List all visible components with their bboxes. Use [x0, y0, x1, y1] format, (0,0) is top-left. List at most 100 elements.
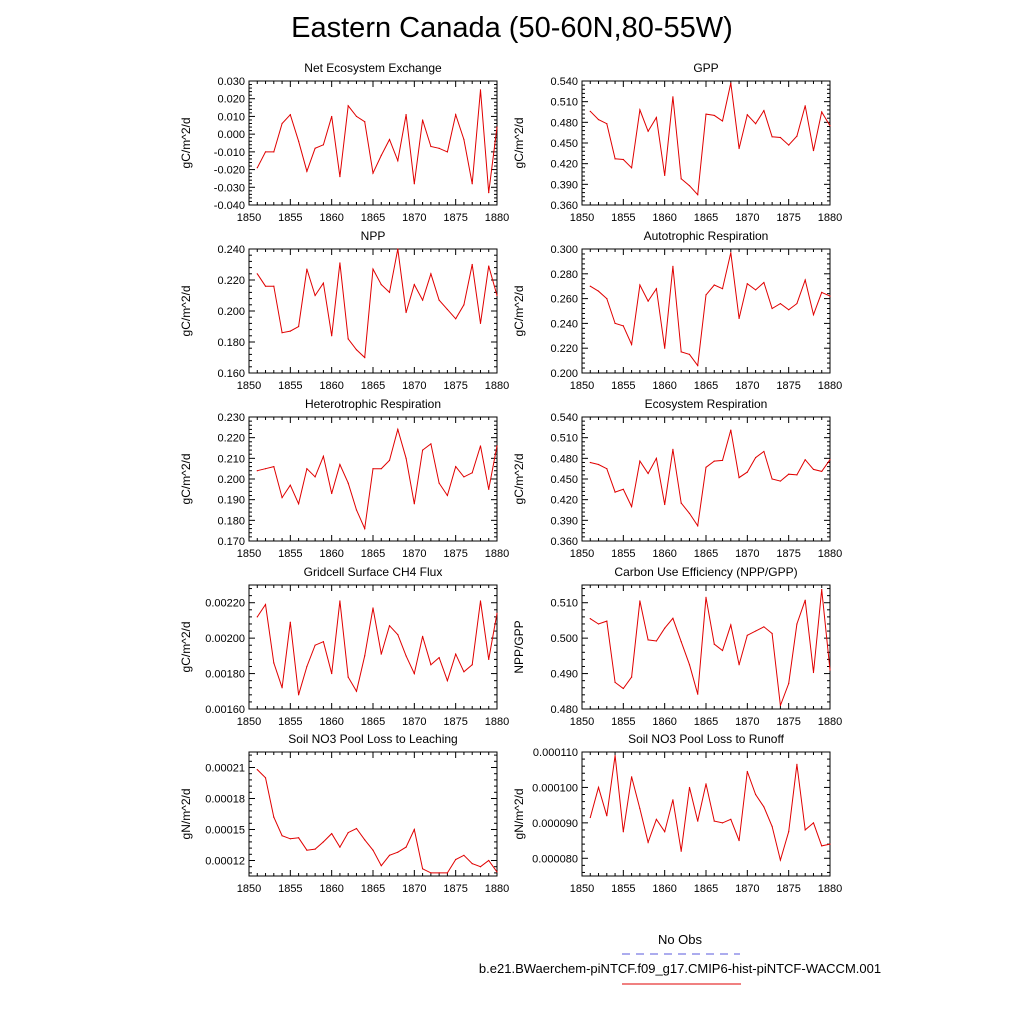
y-tick-label: 0.540 — [550, 412, 578, 424]
data-point — [463, 304, 465, 306]
x-tick-label: 1850 — [570, 548, 594, 560]
y-tick-label: 0.180 — [217, 337, 245, 349]
y-axis-label: gC/m^2/d — [179, 622, 193, 673]
data-point — [388, 138, 391, 141]
data-point — [413, 503, 415, 505]
data-point — [680, 641, 682, 643]
data-point — [804, 279, 806, 281]
data-point — [438, 147, 440, 149]
data-point — [364, 528, 366, 530]
data-point — [771, 632, 773, 635]
data-point — [388, 459, 391, 461]
data-point — [488, 859, 490, 862]
y-tick-label: 0.390 — [550, 515, 578, 527]
data-point — [705, 466, 707, 468]
data-point — [413, 672, 415, 675]
data-point — [606, 123, 608, 125]
data-point — [821, 589, 823, 591]
data-point — [463, 138, 465, 141]
data-point — [804, 459, 806, 461]
series-line — [589, 755, 831, 863]
data-point — [688, 185, 691, 187]
data-point — [463, 476, 465, 478]
y-tick-label: 0.220 — [217, 433, 245, 445]
data-point — [372, 849, 374, 851]
data-point — [655, 818, 658, 820]
data-point — [788, 831, 790, 833]
data-point — [804, 105, 806, 107]
data-point — [488, 192, 490, 194]
data-point — [821, 291, 823, 293]
data-point — [331, 672, 333, 675]
data-point — [339, 463, 341, 466]
data-point — [405, 114, 407, 116]
data-point — [314, 147, 316, 149]
data-point — [779, 859, 782, 861]
y-tick-label: 0.510 — [550, 97, 578, 109]
x-tick-label: 1870 — [735, 716, 759, 728]
legend-obs-label: No Obs — [657, 932, 703, 947]
y-tick-label: 0.260 — [550, 294, 578, 306]
data-point — [812, 314, 815, 316]
data-point — [763, 281, 765, 284]
data-point — [347, 676, 349, 678]
x-tick-label: 1880 — [485, 548, 509, 560]
data-point — [631, 343, 633, 346]
data-point — [738, 147, 740, 150]
data-point — [446, 680, 448, 682]
x-tick-label: 1860 — [652, 883, 676, 895]
data-point — [631, 776, 633, 778]
x-tick-label: 1860 — [319, 548, 343, 560]
data-point — [639, 808, 641, 810]
data-point — [829, 843, 831, 845]
data-point — [430, 145, 432, 148]
y-tick-label: 0.200 — [217, 306, 245, 318]
chart-title: Gridcell Surface CH4 Flux — [304, 565, 443, 579]
x-tick-label: 1855 — [611, 883, 635, 895]
x-tick-label: 1865 — [361, 883, 385, 895]
x-tick-label: 1860 — [652, 380, 676, 392]
x-tick-label: 1880 — [818, 716, 842, 728]
y-tick-label: 0.000100 — [532, 782, 578, 794]
y-tick-label: 0.540 — [550, 76, 578, 88]
data-point — [355, 690, 358, 692]
data-point — [763, 450, 765, 453]
y-tick-label: 0.010 — [217, 111, 245, 123]
series-line — [256, 89, 498, 193]
x-tick-label: 1875 — [443, 883, 467, 895]
data-point — [380, 154, 382, 156]
chart-panel-5: Ecosystem Respiration gC/m^2/d 1850 1855 186… — [512, 397, 842, 560]
data-point — [779, 136, 782, 139]
data-point — [372, 468, 374, 470]
data-point — [281, 687, 283, 689]
data-point — [298, 837, 300, 839]
data-point — [705, 783, 707, 785]
series-line — [590, 252, 831, 367]
data-point — [713, 460, 715, 462]
x-tick-label: 1850 — [237, 548, 261, 560]
x-tick-label: 1870 — [735, 212, 759, 224]
x-tick-label: 1875 — [443, 212, 467, 224]
data-point — [314, 476, 316, 478]
data-point — [471, 183, 473, 185]
y-axis-label: gC/m^2/d — [179, 454, 193, 505]
x-tick-label: 1870 — [735, 380, 759, 392]
data-point — [639, 460, 641, 462]
data-point — [755, 123, 757, 125]
data-point — [746, 634, 748, 636]
y-tick-label: 0.00021 — [205, 763, 245, 775]
x-tick-label: 1865 — [361, 212, 385, 224]
data-point — [730, 429, 732, 431]
x-tick-label: 1850 — [237, 380, 261, 392]
x-tick-label: 1855 — [611, 716, 635, 728]
y-tick-label: 0.500 — [550, 633, 578, 645]
data-point — [713, 114, 715, 117]
data-point — [479, 89, 482, 91]
data-point — [256, 768, 258, 771]
data-point — [430, 443, 432, 445]
data-point — [672, 799, 674, 801]
y-tick-label: 0.210 — [217, 453, 245, 465]
data-point — [672, 448, 674, 450]
x-tick-label: 1855 — [611, 380, 635, 392]
data-point — [496, 126, 498, 128]
